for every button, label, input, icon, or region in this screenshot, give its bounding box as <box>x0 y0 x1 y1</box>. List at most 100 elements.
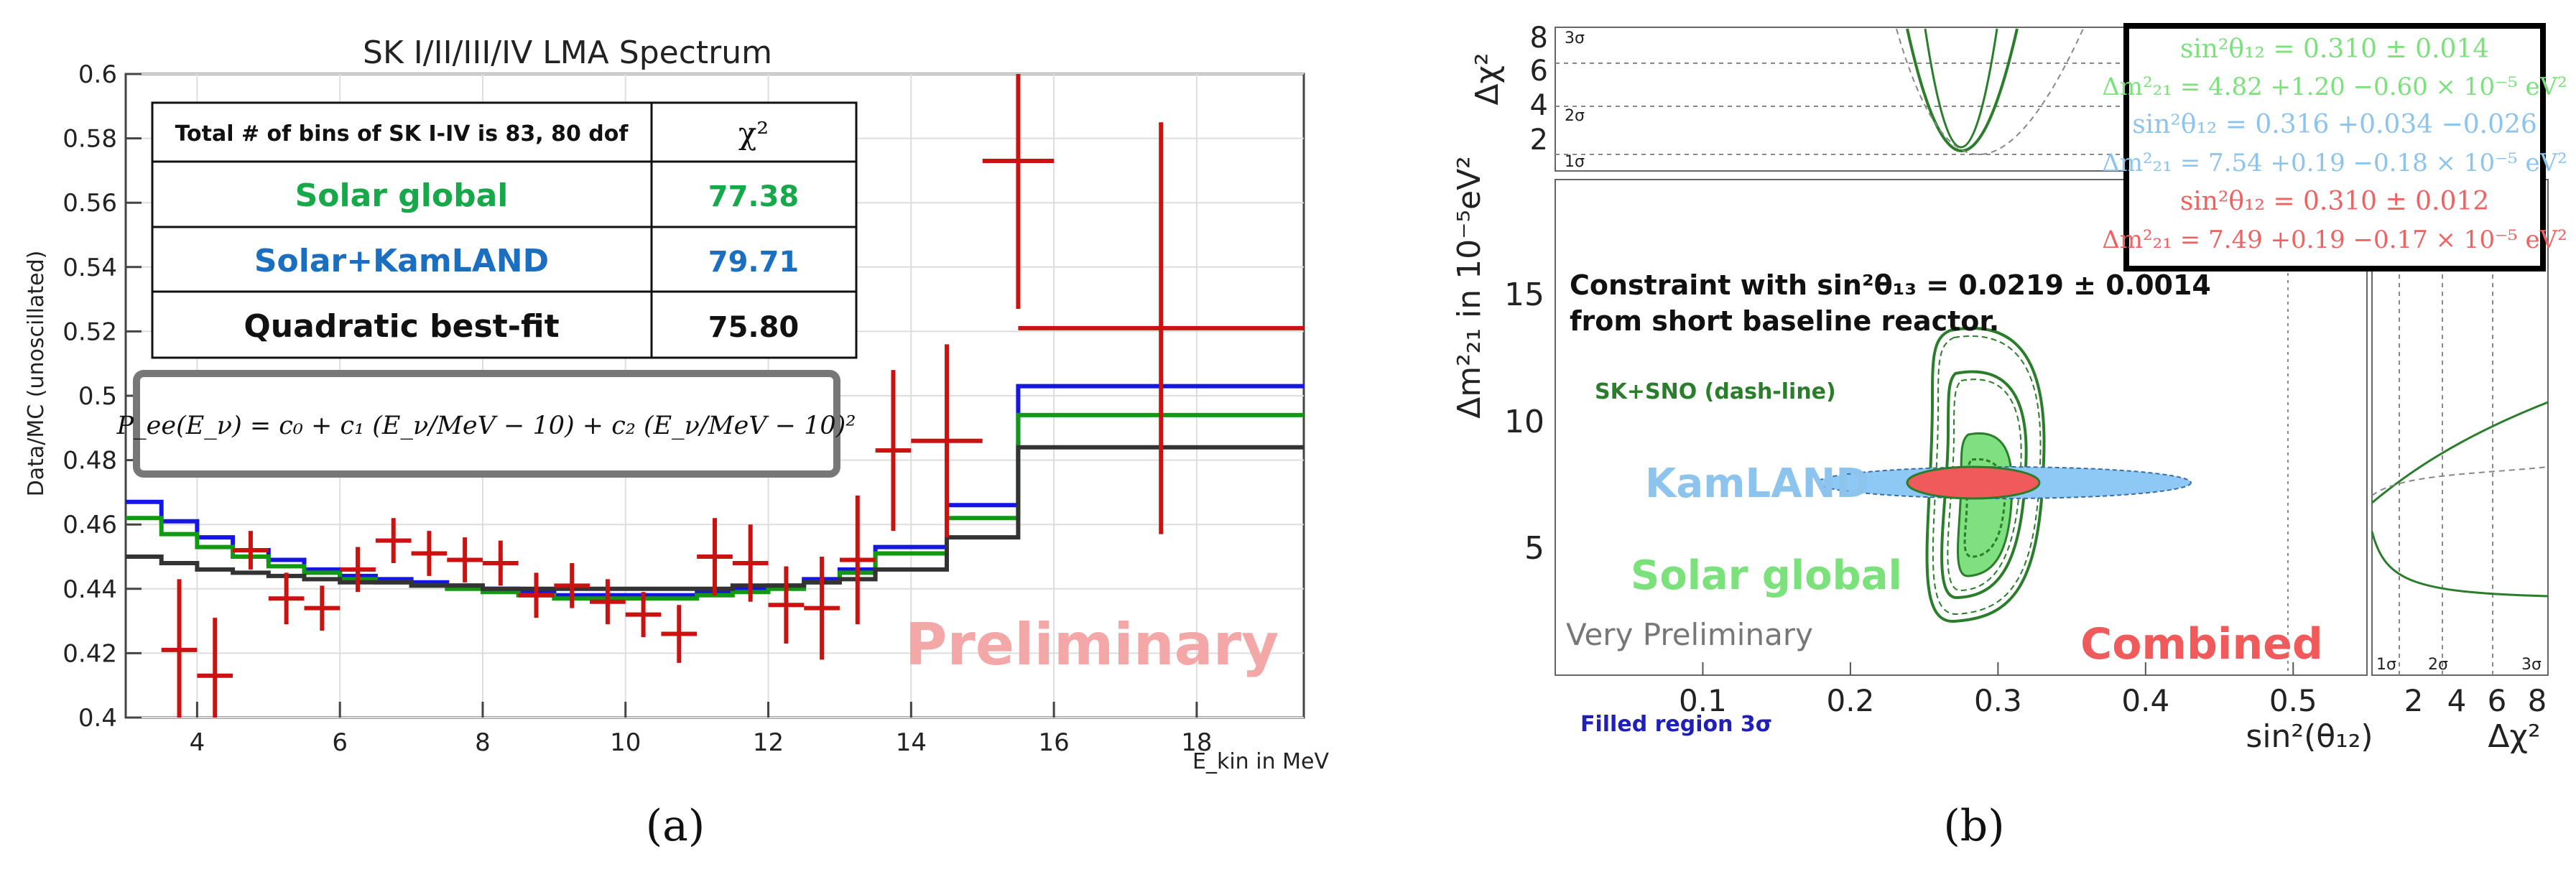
right-sigma-3: 3σ <box>2521 656 2542 674</box>
x-tick-label-b: 0.1 <box>1679 683 1727 718</box>
x-axis-label-b: sin²(θ₁₂) <box>2246 718 2373 755</box>
y-axis-a: 0.4 0.42 0.44 0.46 0.48 0.5 0.52 0.54 0.56 0.58 0.… <box>62 60 142 733</box>
right-xtick-8: 8 <box>2528 683 2547 718</box>
legend-comb-sin: sin²θ₁₂ = 0.310 ± 0.012 <box>2180 187 2489 216</box>
row-solar-kamland-label: Solar+KamLAND <box>254 243 549 279</box>
data-point <box>375 518 412 563</box>
data-point <box>197 618 233 718</box>
x-tick-label: 10 <box>610 728 641 757</box>
x-tick-label-b: 0.5 <box>2269 683 2317 718</box>
data-point <box>625 592 662 637</box>
data-point <box>1018 122 1304 534</box>
y-tick-label: 0.52 <box>62 317 117 346</box>
legend-kam-dm: Δm²₂₁ = 7.54 +0.19 −0.18 × 10⁻⁵ eV² <box>2102 149 2567 177</box>
constraint-line-2: from short baseline reactor. <box>1570 305 1999 337</box>
y-axis-label-a: Data/MC (unoscillated) <box>24 251 49 497</box>
chi2-header: χ² <box>738 116 769 151</box>
x-tick-label: 12 <box>753 728 784 757</box>
y-tick-label: 0.48 <box>62 447 117 475</box>
top-sigma-3: 3σ <box>1565 29 1585 47</box>
combined-label: Combined <box>2080 619 2323 669</box>
data-point <box>482 540 519 586</box>
top-sigma-1: 1σ <box>1565 153 1585 171</box>
y-tick-label: 0.42 <box>62 639 117 668</box>
row-quadratic-value: 75.80 <box>708 311 800 344</box>
y-tick-label: 0.44 <box>62 575 117 604</box>
table-frame <box>151 101 858 359</box>
formula-box <box>133 370 840 478</box>
legend-solar-sin: sin²θ₁₂ = 0.310 ± 0.014 <box>2180 34 2489 64</box>
x-axis-a: 4 6 8 10 12 14 16 18 <box>190 702 1213 757</box>
x-tick-label: 16 <box>1038 728 1069 757</box>
preliminary-watermark: Preliminary <box>905 611 1279 678</box>
panel-label-b: (b) <box>1943 801 2004 851</box>
top-ytick-6: 6 <box>1530 55 1548 88</box>
kamland-label: KamLAND <box>1645 460 1869 507</box>
main-ytick-15: 15 <box>1504 277 1544 313</box>
combined-contour <box>1906 465 2041 500</box>
formula: P_ee(E_ν) = c₀ + c₁ (E_ν/MeV − 10) + c₂ … <box>116 412 856 440</box>
top-ytick-4: 4 <box>1530 89 1548 122</box>
table-header: Total # of bins of SK I-IV is 83, 80 dof <box>175 121 629 147</box>
solar-contour-3sigma <box>1925 326 2046 623</box>
data-point <box>590 579 626 625</box>
top-parabola-solar <box>1924 28 1998 149</box>
series-quadratic-best-fit <box>126 445 1304 591</box>
y-tick-label: 0.6 <box>78 60 117 89</box>
data-point <box>161 579 198 718</box>
data-point <box>697 518 733 595</box>
y-tick-label: 0.46 <box>62 511 117 539</box>
top-ytick-2: 2 <box>1530 124 1548 157</box>
data-point <box>661 605 698 663</box>
constraint-line-1: Constraint with sin²θ₁₃ = 0.0219 ± 0.001… <box>1570 269 2211 301</box>
panel-b: 3σ 2σ 1σ 8 6 4 2 Δχ² 0.1 0.2 0.3 0.4 0.5 15 … <box>1451 22 2567 755</box>
data-point <box>233 531 269 570</box>
x-tick-label-b: 0.2 <box>1827 683 1875 718</box>
legend-box <box>2123 23 2546 272</box>
chart-a-title: SK I/II/III/IV LMA Spectrum <box>363 34 772 71</box>
x-tick-label: 8 <box>475 728 491 757</box>
right-xtick-6: 6 <box>2488 683 2507 718</box>
x-tick-label-b: 0.3 <box>1974 683 2022 718</box>
legend-comb-dm: Δm²₂₁ = 7.49 +0.19 −0.17 × 10⁻⁵ eV² <box>2102 226 2567 254</box>
top-parabola-dashed <box>1896 28 2084 155</box>
panel-label-a: (a) <box>646 801 705 851</box>
right-xtick-2: 2 <box>2404 683 2424 718</box>
y-tick-label: 0.4 <box>78 704 117 733</box>
row-quadratic-label: Quadratic best-fit <box>244 308 559 345</box>
main-y-label: Δm²₂₁ in 10⁻⁵eV² <box>1451 156 1488 419</box>
y-tick-label: 0.56 <box>62 189 117 218</box>
solar-global-label: Solar global <box>1631 552 1902 599</box>
y-tick-label: 0.54 <box>62 254 117 282</box>
panel-a: SK I/II/III/IV LMA Spectrum 0.40.420.440… <box>24 34 1329 774</box>
data-point <box>411 531 448 576</box>
y-tick-label: 0.58 <box>62 125 117 154</box>
x-axis-b: 0.1 0.2 0.3 0.4 0.5 <box>1679 662 2317 718</box>
data-point <box>804 557 840 660</box>
x-tick-label-b: 0.4 <box>2121 683 2169 718</box>
data-points <box>161 74 1304 718</box>
main-ytick-10: 10 <box>1504 404 1544 440</box>
top-sigma-2: 2σ <box>1565 107 1585 125</box>
x-tick-label: 6 <box>332 728 348 757</box>
right-x-label: Δχ² <box>2488 718 2540 755</box>
very-preliminary-label: Very Preliminary <box>1566 617 1813 652</box>
data-point <box>304 585 340 631</box>
sk-sno-label: SK+SNO (dash-line) <box>1595 379 1836 404</box>
x-tick-label: 14 <box>896 728 927 757</box>
data-point <box>768 566 805 644</box>
data-point <box>875 370 912 532</box>
row-solar-global-label: Solar global <box>295 177 509 214</box>
top-parabola-combined <box>1906 28 2019 152</box>
legend-solar-dm: Δm²₂₁ = 4.82 +1.20 −0.60 × 10⁻⁵ eV² <box>2102 73 2567 101</box>
y-tick-label: 0.5 <box>78 382 117 411</box>
data-point <box>911 344 983 538</box>
legend-kam-sin: sin²θ₁₂ = 0.316 +0.034 −0.026 <box>2132 110 2537 139</box>
data-point <box>732 524 769 602</box>
data-point <box>447 537 483 583</box>
row-solar-kamland-value: 79.71 <box>708 246 800 279</box>
top-y-label: Δχ² <box>1469 52 1506 105</box>
row-solar-global-value: 77.38 <box>708 180 800 213</box>
right-sigma-1: 1σ <box>2376 656 2396 674</box>
